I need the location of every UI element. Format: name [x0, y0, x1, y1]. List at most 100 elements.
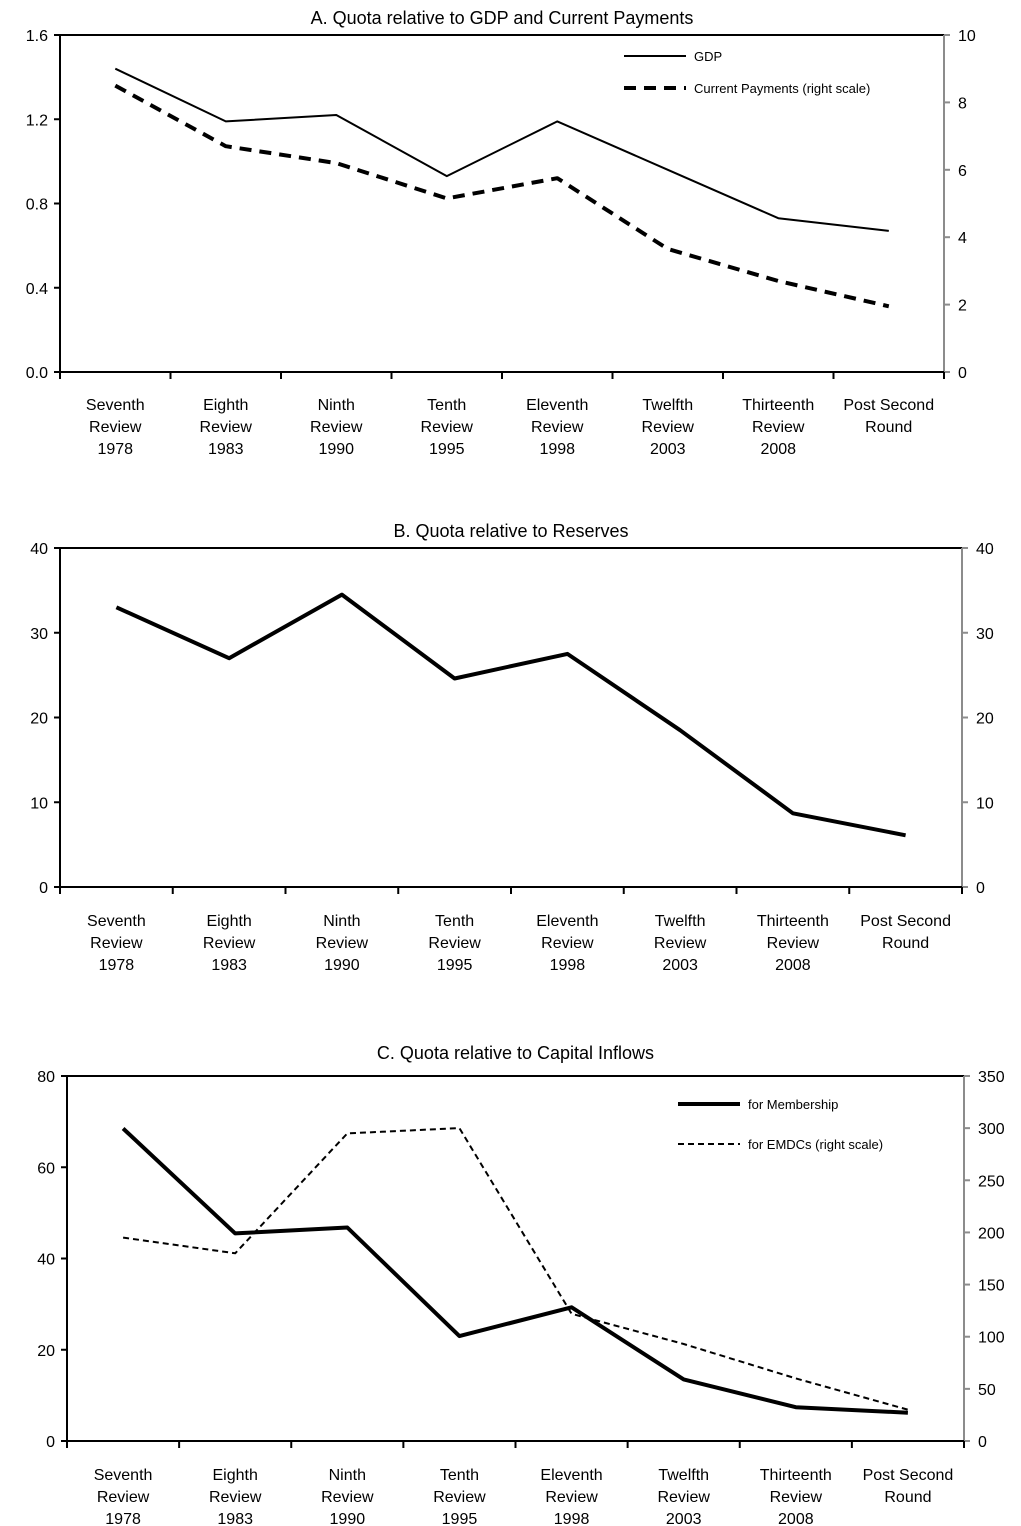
x-category-line: Ninth: [318, 397, 355, 414]
y-tick-label: 1.6: [26, 28, 48, 45]
x-category-label: Tenth Review 1995: [421, 397, 474, 458]
x-category-line: Review: [89, 419, 142, 436]
x-category-line: Eleventh: [536, 913, 598, 930]
y-tick-label: 20: [37, 1343, 55, 1360]
x-category-line: 1998: [550, 957, 586, 974]
x-category-line: Review: [203, 935, 256, 952]
x-category-line: Review: [654, 935, 707, 952]
x-category-line: Round: [882, 935, 929, 952]
x-category-line: Tenth: [427, 397, 466, 414]
y2-tick-label: 0: [958, 365, 967, 382]
x-category-line: 1998: [554, 1511, 590, 1526]
x-category-line: Review: [752, 419, 805, 436]
x-category-line: Review: [767, 935, 820, 952]
y-tick-label: 1.2: [26, 112, 48, 129]
x-category-line: Review: [200, 419, 253, 436]
x-category-line: Thirteenth: [742, 397, 814, 414]
y2-tick-label: 50: [978, 1382, 996, 1399]
y-tick-label: 80: [37, 1069, 55, 1086]
x-category-line: Seventh: [87, 913, 146, 930]
x-category-label: Twelfth Review 2003: [654, 913, 707, 974]
x-category-label: Ninth Review 1990: [310, 397, 363, 458]
y2-tick-label: 40: [976, 541, 994, 558]
x-category-line: Eleventh: [526, 397, 588, 414]
x-category-line: 2003: [666, 1511, 702, 1526]
series-line: [122, 1127, 909, 1411]
x-category-line: Review: [657, 1489, 710, 1506]
x-category-line: Review: [321, 1489, 374, 1506]
x-category-label: Seventh Review 1978: [87, 913, 146, 974]
x-category-line: 1995: [442, 1511, 478, 1526]
x-category-line: 2008: [760, 441, 796, 458]
x-category-label: Tenth Review 1995: [433, 1467, 486, 1526]
x-category-line: Post Second: [843, 397, 934, 414]
x-category-line: Eighth: [213, 1467, 258, 1484]
x-category-label: Tenth Review 1995: [428, 913, 481, 974]
x-category-line: Review: [316, 935, 369, 952]
y2-tick-label: 100: [978, 1330, 1005, 1347]
x-category-line: Ninth: [323, 913, 360, 930]
y2-tick-label: 0: [976, 880, 985, 897]
x-category-line: Post Second: [863, 1467, 954, 1484]
x-category-label: Eighth Review 1983: [200, 397, 253, 458]
y2-tick-label: 4: [958, 230, 967, 247]
x-category-label: Thirteenth Review 2008: [760, 1467, 832, 1526]
x-category-line: Seventh: [94, 1467, 153, 1484]
y-tick-label: 20: [30, 711, 48, 728]
x-category-label: Seventh Review 1978: [94, 1467, 153, 1526]
x-category-line: Review: [90, 935, 143, 952]
x-category-line: Review: [97, 1489, 150, 1506]
x-category-line: Review: [421, 419, 474, 436]
x-category-line: Twelfth: [658, 1467, 709, 1484]
y2-tick-label: 0: [978, 1434, 987, 1451]
x-category-line: Tenth: [435, 913, 474, 930]
series-line: [114, 67, 889, 232]
y-tick-label: 0.0: [26, 365, 48, 382]
chart-2: C. Quota relative to Capital Inflows 0 20 4…: [37, 1043, 1005, 1526]
y-tick-label: 0: [46, 1434, 55, 1451]
x-category-line: 1998: [539, 441, 575, 458]
x-category-line: 1983: [208, 441, 244, 458]
legend-label: GDP: [694, 49, 722, 64]
x-category-label: Eleventh Review 1998: [540, 1467, 602, 1526]
x-category-line: 1990: [330, 1511, 366, 1526]
x-category-line: Round: [865, 419, 912, 436]
x-category-line: Eighth: [206, 913, 251, 930]
x-category-label: Ninth Review 1990: [316, 913, 369, 974]
x-category-line: 1990: [318, 441, 354, 458]
x-category-line: 2003: [650, 441, 686, 458]
x-category-line: Tenth: [440, 1467, 479, 1484]
x-category-label: Thirteenth Review 2008: [742, 397, 814, 458]
x-category-label: Thirteenth Review 2008: [757, 913, 829, 974]
x-category-line: Review: [531, 419, 584, 436]
x-category-line: 1978: [97, 441, 133, 458]
x-category-label: Eighth Review 1983: [209, 1467, 262, 1526]
x-category-line: 1978: [99, 957, 135, 974]
x-category-label: Post Second Round: [863, 1467, 954, 1506]
chart-title: C. Quota relative to Capital Inflows: [377, 1043, 654, 1063]
x-category-line: 2008: [775, 957, 811, 974]
x-category-line: 1978: [105, 1511, 141, 1526]
x-category-line: Eighth: [203, 397, 248, 414]
x-category-label: Twelfth Review 2003: [642, 397, 695, 458]
y2-tick-label: 10: [976, 795, 994, 812]
x-category-line: Review: [209, 1489, 262, 1506]
x-category-line: Review: [310, 419, 363, 436]
y-tick-label: 40: [37, 1252, 55, 1269]
y2-tick-label: 2: [958, 298, 967, 315]
y2-tick-label: 150: [978, 1278, 1005, 1295]
legend-label: for EMDCs (right scale): [748, 1137, 883, 1152]
x-category-line: Review: [428, 935, 481, 952]
y-tick-label: 0.4: [26, 281, 48, 298]
x-category-line: Twelfth: [655, 913, 706, 930]
chart-1: B. Quota relative to Reserves 0 10 20 30 40 0 1…: [30, 521, 994, 974]
y2-tick-label: 30: [976, 626, 994, 643]
x-category-line: Thirteenth: [760, 1467, 832, 1484]
legend-label: Current Payments (right scale): [694, 81, 870, 96]
x-category-line: Ninth: [329, 1467, 366, 1484]
x-category-line: Thirteenth: [757, 913, 829, 930]
y-tick-label: 10: [30, 795, 48, 812]
x-category-label: Post Second Round: [843, 397, 934, 436]
